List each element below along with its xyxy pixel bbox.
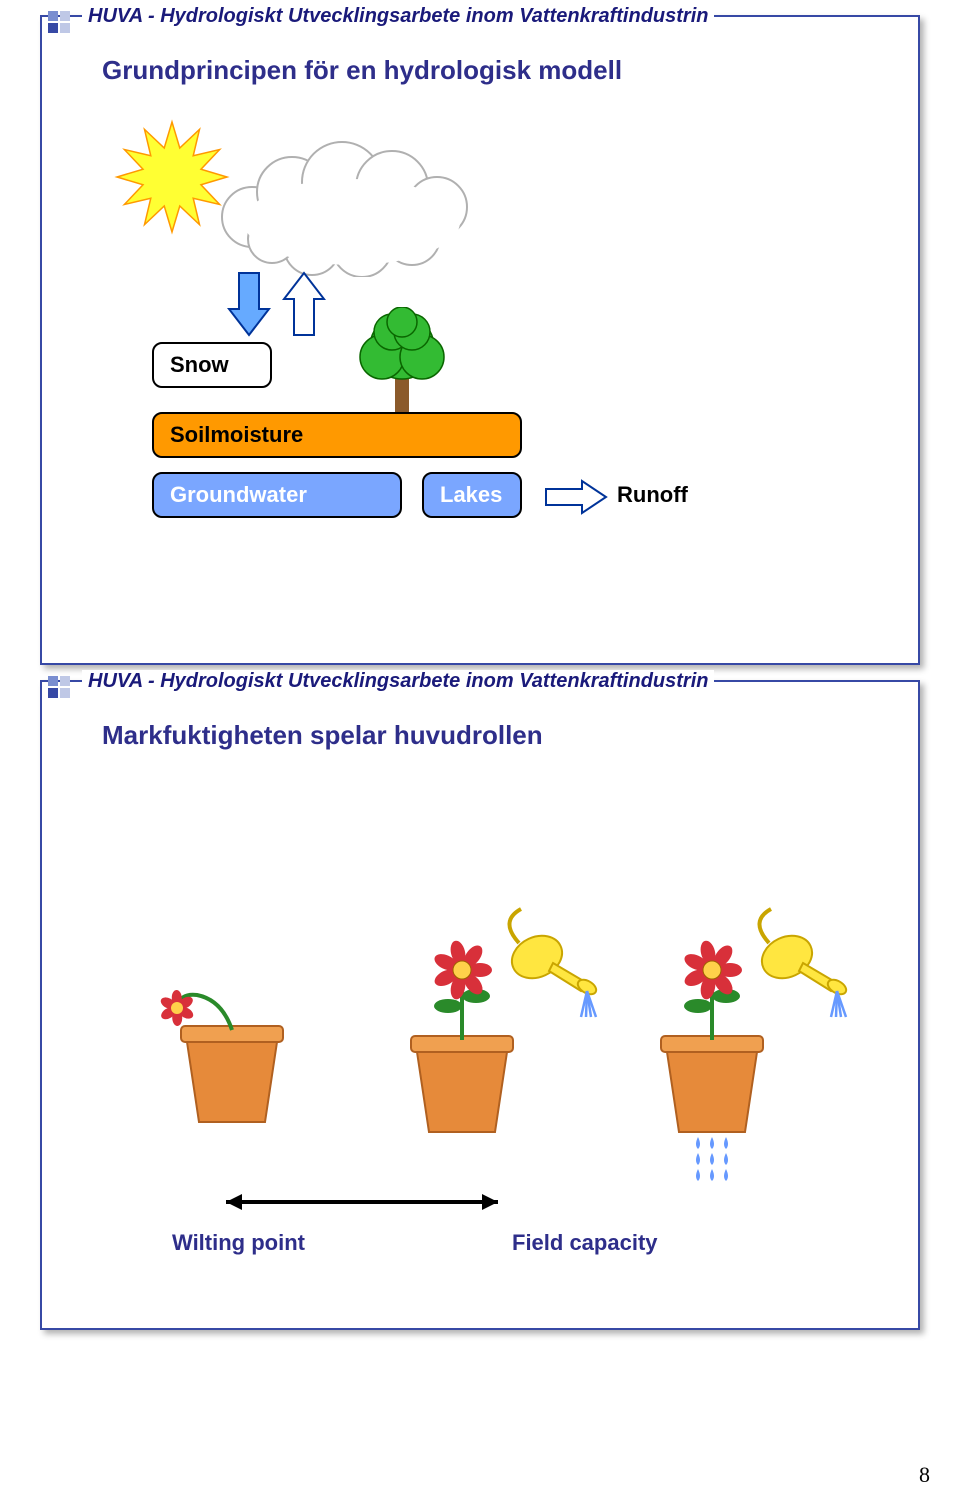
header-title: HUVA - Hydrologiskt Utvecklingsarbete in…	[82, 5, 714, 28]
deco-sq	[60, 11, 70, 21]
deco-sq	[60, 688, 70, 698]
slide-soil-moisture: HUVA - Hydrologiskt Utvecklingsarbete in…	[40, 680, 920, 1330]
slide1-heading: Grundprincipen för en hydrologisk modell	[102, 55, 622, 86]
arrow-down-icon	[227, 269, 271, 341]
lakes-box: Lakes	[422, 472, 522, 518]
page-number: 8	[0, 1462, 960, 1488]
pot-wilted-icon	[122, 912, 322, 1132]
deco-sq	[60, 23, 70, 33]
pot-watered-icon	[362, 862, 622, 1142]
arrow-up-icon	[282, 269, 326, 341]
corner-ornament	[48, 11, 70, 33]
slide2-heading: Markfuktigheten spelar huvudrollen	[102, 720, 543, 751]
deco-sq	[48, 23, 58, 33]
pots-illustration	[42, 822, 918, 1122]
soilmoisture-box: Soilmoisture	[152, 412, 522, 458]
wilting-point-label: Wilting point	[172, 1230, 305, 1256]
header-title: HUVA - Hydrologiskt Utvecklingsarbete in…	[82, 670, 714, 693]
field-capacity-label: Field capacity	[512, 1230, 658, 1256]
deco-sq	[60, 676, 70, 686]
pot-overflow-icon	[612, 862, 872, 1182]
cloud-icon	[202, 127, 502, 277]
corner-ornament	[48, 676, 70, 698]
runoff-arrow-icon	[542, 477, 612, 517]
deco-sq	[48, 11, 58, 21]
groundwater-box: Groundwater	[152, 472, 402, 518]
runoff-label: Runoff	[617, 482, 688, 508]
slide-hydro-model: HUVA - Hydrologiskt Utvecklingsarbete in…	[40, 15, 920, 665]
deco-sq	[48, 676, 58, 686]
double-arrow-icon	[212, 1187, 512, 1217]
tree-icon	[347, 307, 457, 417]
deco-sq	[48, 688, 58, 698]
snow-box: Snow	[152, 342, 272, 388]
